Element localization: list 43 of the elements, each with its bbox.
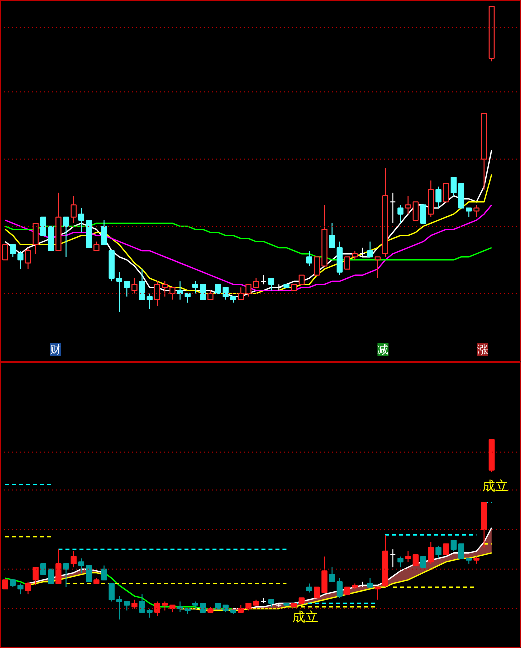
candlestick [374,586,381,600]
candlestick [268,278,275,292]
candlestick [306,250,313,267]
candlestick [70,196,77,224]
candlestick [78,208,85,234]
candlestick [177,281,184,300]
annotation: 成立 [292,610,319,626]
candlestick [101,565,108,581]
candlestick [32,567,39,586]
candlestick [360,247,366,258]
candlestick [253,278,260,288]
candlestick [443,183,450,203]
candlestick [177,601,184,614]
candlestick [436,545,442,560]
candlestick [390,549,396,568]
candlestick [63,563,70,588]
candlestick [94,241,100,252]
candlestick [420,556,427,568]
candlestick [428,542,434,564]
candlestick [208,290,214,300]
candlestick [32,223,39,255]
candlestick [474,204,480,218]
candlestick [132,278,138,294]
candlestick [420,204,427,224]
candlestick [436,186,442,209]
text: 减 [378,343,389,356]
candlestick [63,216,70,258]
candlestick [184,293,191,304]
candlestick [398,556,404,568]
candlestick [56,549,62,584]
candlestick [70,550,77,568]
candlestick [260,274,267,286]
candlestick [25,247,32,270]
text: 财 [50,343,62,356]
candlestick [25,581,32,596]
candlestick [374,256,381,279]
candlestick [443,544,450,556]
candlestick [367,241,374,258]
candlestick [398,204,404,224]
annotation: 成立 [482,478,509,494]
candlestick [390,192,396,224]
candlestick [101,220,108,246]
text: 涨 [477,343,488,356]
